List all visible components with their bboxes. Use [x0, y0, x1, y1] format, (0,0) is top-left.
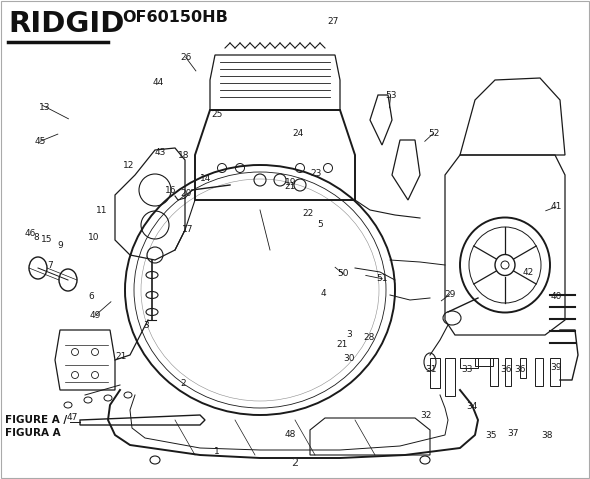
- Text: 8: 8: [34, 233, 40, 241]
- Text: 20: 20: [180, 190, 192, 198]
- Text: 22: 22: [302, 209, 314, 217]
- Text: 21: 21: [284, 182, 296, 191]
- Text: 13: 13: [38, 103, 50, 112]
- Bar: [460, 358, 478, 368]
- Text: 3: 3: [346, 330, 352, 339]
- Text: 25: 25: [211, 111, 223, 119]
- Text: 18: 18: [178, 151, 190, 160]
- Text: 48: 48: [284, 431, 296, 439]
- Text: 52: 52: [428, 129, 440, 137]
- Text: 15: 15: [41, 235, 53, 244]
- Text: 14: 14: [199, 174, 211, 182]
- Ellipse shape: [495, 254, 515, 275]
- Text: 41: 41: [550, 203, 562, 211]
- Text: 19: 19: [284, 179, 296, 187]
- Bar: [535, 358, 543, 386]
- Text: 11: 11: [96, 206, 107, 215]
- Text: 35: 35: [485, 432, 497, 440]
- Text: 53: 53: [385, 91, 396, 100]
- Text: 21: 21: [115, 353, 127, 361]
- Bar: [475, 358, 493, 366]
- Text: RIDGID: RIDGID: [8, 10, 124, 38]
- Text: 5: 5: [317, 220, 323, 228]
- Text: 27: 27: [327, 17, 339, 26]
- Text: 17: 17: [182, 226, 194, 234]
- Text: 44: 44: [152, 78, 164, 87]
- Text: 6: 6: [88, 292, 94, 300]
- Text: 39: 39: [550, 364, 562, 372]
- Text: 21: 21: [336, 341, 348, 349]
- Text: 42: 42: [522, 268, 534, 276]
- Bar: [430, 358, 440, 388]
- Text: 4: 4: [320, 289, 326, 297]
- Text: 46: 46: [25, 229, 37, 238]
- Bar: [505, 358, 511, 386]
- Text: 34: 34: [466, 402, 478, 411]
- Text: 30: 30: [343, 354, 355, 363]
- Text: 2: 2: [180, 379, 186, 388]
- Text: 26: 26: [180, 53, 192, 62]
- Text: 36: 36: [514, 365, 526, 374]
- Text: 51: 51: [376, 274, 388, 283]
- Text: 24: 24: [292, 129, 304, 137]
- Text: 32: 32: [420, 411, 432, 420]
- Text: 7: 7: [47, 262, 53, 270]
- Bar: [445, 358, 455, 396]
- Text: FIGURE A /
FIGURA A: FIGURE A / FIGURA A: [5, 415, 67, 438]
- Text: 40: 40: [550, 292, 562, 300]
- Bar: [550, 358, 560, 386]
- Text: 31: 31: [425, 365, 437, 374]
- Text: 10: 10: [87, 233, 99, 241]
- Text: 47: 47: [66, 413, 78, 422]
- Text: 1: 1: [214, 447, 220, 456]
- Bar: [520, 358, 526, 378]
- Text: 49: 49: [90, 311, 101, 319]
- Text: 2: 2: [291, 458, 299, 468]
- Text: 43: 43: [155, 148, 166, 157]
- Text: 50: 50: [337, 270, 349, 278]
- Text: 38: 38: [542, 432, 553, 440]
- Text: 16: 16: [165, 186, 177, 195]
- Text: 3: 3: [143, 321, 149, 330]
- Text: 29: 29: [444, 290, 455, 299]
- Text: 33: 33: [461, 365, 473, 374]
- Text: 23: 23: [310, 169, 322, 178]
- Text: 45: 45: [34, 137, 46, 146]
- Text: 12: 12: [123, 161, 135, 170]
- Text: 9: 9: [57, 241, 63, 250]
- Text: 28: 28: [363, 333, 375, 342]
- Text: 36: 36: [500, 365, 512, 374]
- Bar: [490, 358, 498, 386]
- Text: 37: 37: [507, 429, 519, 438]
- Text: OF60150HB: OF60150HB: [122, 10, 228, 25]
